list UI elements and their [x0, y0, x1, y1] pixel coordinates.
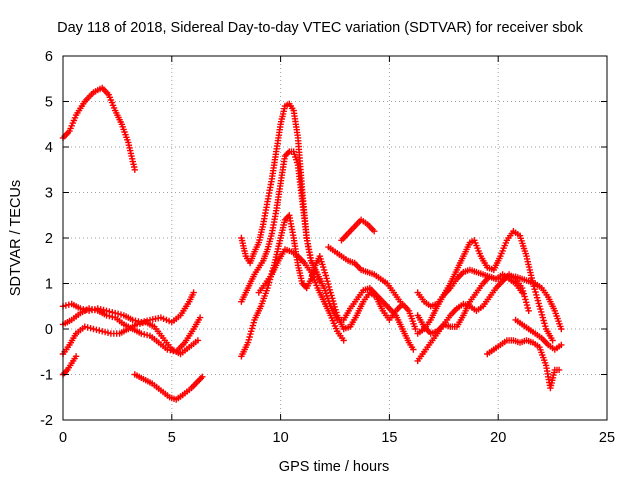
y-axis-label: SDTVAR / TECUs [8, 180, 24, 296]
series-s2 [59, 289, 197, 326]
series-s10 [255, 246, 347, 344]
y-tick-label: 5 [45, 95, 53, 111]
y-tick-label: 3 [45, 186, 53, 202]
axis-ticks: 0 5 10 15 20 25 -2 -1 0 1 2 3 4 5 6 [40, 49, 615, 446]
series-s8 [238, 148, 417, 353]
y-tick-label: -1 [40, 368, 53, 384]
y-tick-label: 1 [45, 277, 53, 293]
y-tick-label: 2 [45, 231, 53, 247]
series-markers [131, 371, 206, 403]
x-tick-label: 15 [381, 430, 397, 446]
series-markers [255, 246, 347, 344]
chart-title: Day 118 of 2018, Sidereal Day-to-day VTE… [57, 20, 583, 36]
series-s14 [414, 228, 556, 344]
series-s16 [414, 271, 532, 365]
y-tick-label: -2 [40, 413, 53, 429]
x-tick-label: 25 [599, 430, 615, 446]
x-axis-label: GPS time / hours [279, 459, 389, 475]
series-markers [238, 148, 417, 353]
series-markers [338, 216, 378, 244]
x-tick-label: 0 [59, 430, 67, 446]
series-s18 [512, 316, 565, 353]
y-tick-label: 0 [45, 322, 53, 338]
y-tick-label: 6 [45, 49, 53, 65]
series-s1 [59, 84, 138, 173]
series-markers [59, 289, 197, 326]
x-tick-label: 20 [490, 430, 506, 446]
y-tick-label: 4 [45, 140, 53, 156]
series-s4 [59, 319, 202, 358]
series-s9 [238, 212, 419, 360]
series-markers [325, 243, 404, 305]
series-markers [414, 228, 556, 344]
series-s12 [338, 216, 378, 244]
series-markers [59, 84, 138, 173]
series-markers [484, 337, 563, 392]
x-tick-label: 10 [273, 430, 289, 446]
series-markers [59, 319, 202, 358]
series-s17 [484, 337, 563, 392]
series-s11 [325, 243, 404, 305]
data-points [59, 84, 565, 403]
x-tick-label: 5 [168, 430, 176, 446]
series-markers [414, 271, 532, 365]
grid [63, 56, 607, 420]
series-s6 [131, 371, 206, 403]
